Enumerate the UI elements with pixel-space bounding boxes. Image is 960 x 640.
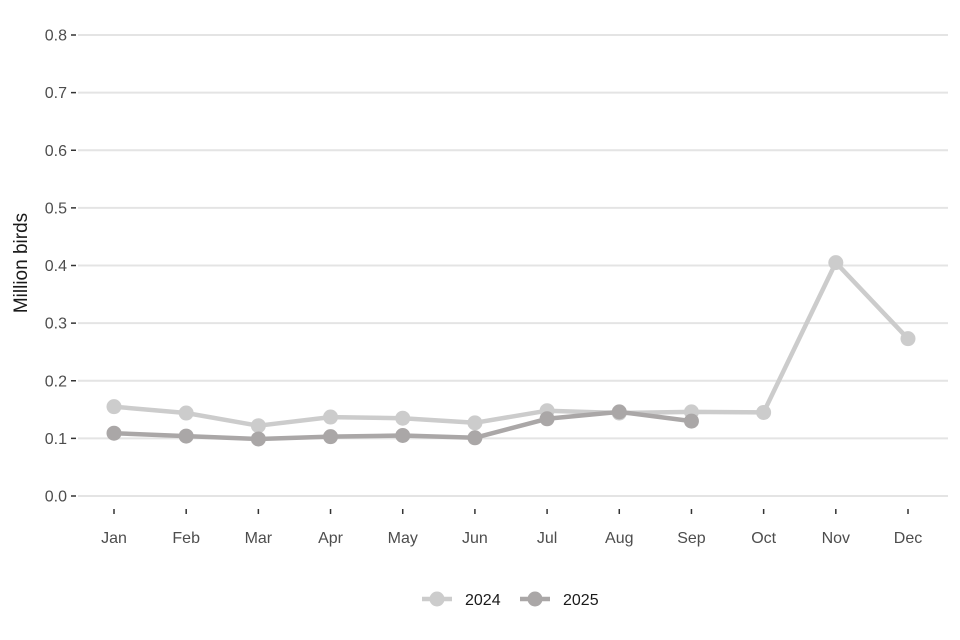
x-tick-label: Jan (101, 530, 127, 547)
series-2024 (106, 255, 916, 434)
data-point (323, 409, 339, 425)
x-tick-label: Oct (751, 530, 776, 547)
data-point (323, 429, 339, 445)
data-point (467, 415, 483, 431)
series-2025 (106, 404, 699, 447)
data-point (250, 418, 266, 434)
data-point (106, 399, 122, 415)
series-line (111, 260, 911, 428)
y-axis-title: Million birds (11, 213, 32, 313)
data-point (611, 404, 627, 420)
x-tick-label: Sep (677, 530, 706, 547)
legend: 2024 2025 (422, 591, 599, 609)
data-point (250, 431, 266, 447)
data-point (178, 428, 194, 444)
x-tick-label: Dec (894, 530, 922, 547)
x-tick-label: Mar (245, 530, 273, 547)
y-tick-label: 0.2 (45, 373, 67, 390)
x-tick-label: Nov (822, 530, 850, 547)
y-tick-label: 0.6 (45, 143, 67, 160)
data-point (106, 425, 122, 441)
y-axis: 0.0 0.1 0.2 0.3 0.4 0.5 0.6 0.7 0.8 (45, 28, 76, 506)
data-point (395, 410, 411, 426)
data-point (467, 430, 483, 446)
x-tick-label: Aug (605, 530, 633, 547)
x-tick-label: Jul (537, 530, 557, 547)
x-tick-label: Feb (172, 530, 200, 547)
y-tick-label: 0.5 (45, 200, 67, 217)
legend-label: 2024 (465, 592, 501, 609)
data-point (900, 331, 916, 347)
series (106, 255, 916, 447)
x-tick-label: Apr (318, 530, 344, 547)
y-tick-label: 0.3 (45, 316, 67, 333)
legend-key-point (527, 591, 543, 607)
data-point (395, 427, 411, 443)
y-tick-label: 0.0 (45, 489, 67, 506)
legend-label: 2025 (563, 592, 599, 609)
y-tick-label: 0.7 (45, 85, 67, 102)
x-tick-label: Jun (462, 530, 488, 547)
data-point (756, 404, 772, 420)
y-tick-label: 0.8 (45, 28, 67, 45)
data-point (539, 411, 555, 427)
data-point (178, 405, 194, 421)
legend-item-2025: 2025 (520, 591, 599, 609)
data-point (683, 413, 699, 429)
legend-key-point (429, 591, 445, 607)
x-tick-label: May (388, 530, 418, 547)
y-tick-label: 0.1 (45, 431, 67, 448)
x-axis: Jan Feb Mar Apr May Jun Jul Aug Sep Oct Nov Dec (101, 509, 922, 547)
y-tick-label: 0.4 (45, 258, 67, 275)
data-point (828, 255, 844, 271)
legend-item-2024: 2024 (422, 591, 501, 609)
